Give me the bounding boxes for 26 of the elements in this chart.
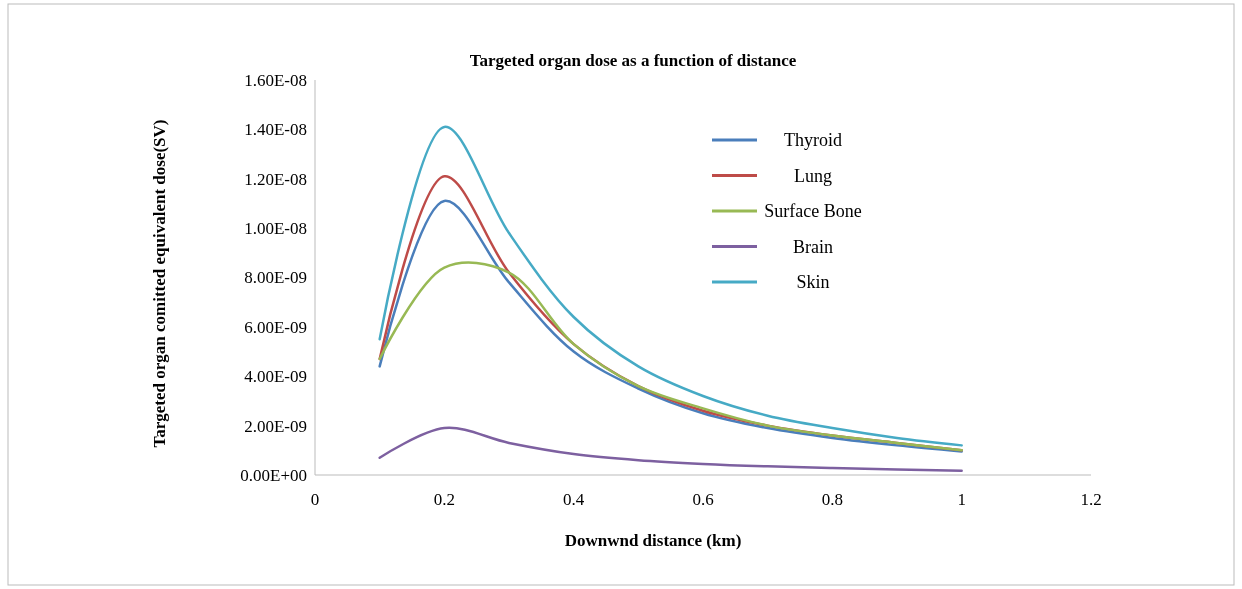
x-axis-title: Downwnd distance (km) [564,531,742,550]
y-axis-title: Targeted organ comitted equivalent dose(SV) [150,119,169,448]
x-tick-label: 0.4 [563,490,585,509]
y-tick-label: 1.40E-08 [244,120,307,140]
line-series [378,125,963,447]
x-tick-label: 0 [310,490,320,509]
y-tick-label: 1.60E-08 [244,70,307,90]
legend-label: Lung [794,165,832,186]
y-tick-label: 0.00E+00 [240,465,307,485]
y-tick-label: 2.00E-09 [244,416,307,436]
x-tick-label: 0.8 [821,490,843,509]
y-tick-label: 6.00E-09 [244,317,307,337]
x-tick-label: 0.6 [692,490,714,509]
y-tick-label: 4.00E-09 [244,367,307,387]
x-tick-label: 0.2 [433,490,455,509]
y-tick-label: 1.20E-08 [244,169,307,189]
legend-label: Surface Bone [764,201,862,222]
y-tick-label: 1.00E-08 [244,219,307,239]
x-tick-label: 1.2 [1080,490,1102,509]
line-series [378,426,963,473]
legend-label: Skin [796,272,830,293]
legend-label: Brain [793,236,833,257]
chart-title: Targeted organ dose as a function of distance [469,51,797,70]
legend-label: Thyroid [784,130,842,151]
y-tick-label: 8.00E-09 [244,268,307,288]
x-tick-label: 1 [957,490,966,509]
